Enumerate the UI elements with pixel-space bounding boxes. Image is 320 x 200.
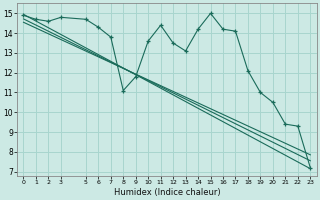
- X-axis label: Humidex (Indice chaleur): Humidex (Indice chaleur): [114, 188, 220, 197]
